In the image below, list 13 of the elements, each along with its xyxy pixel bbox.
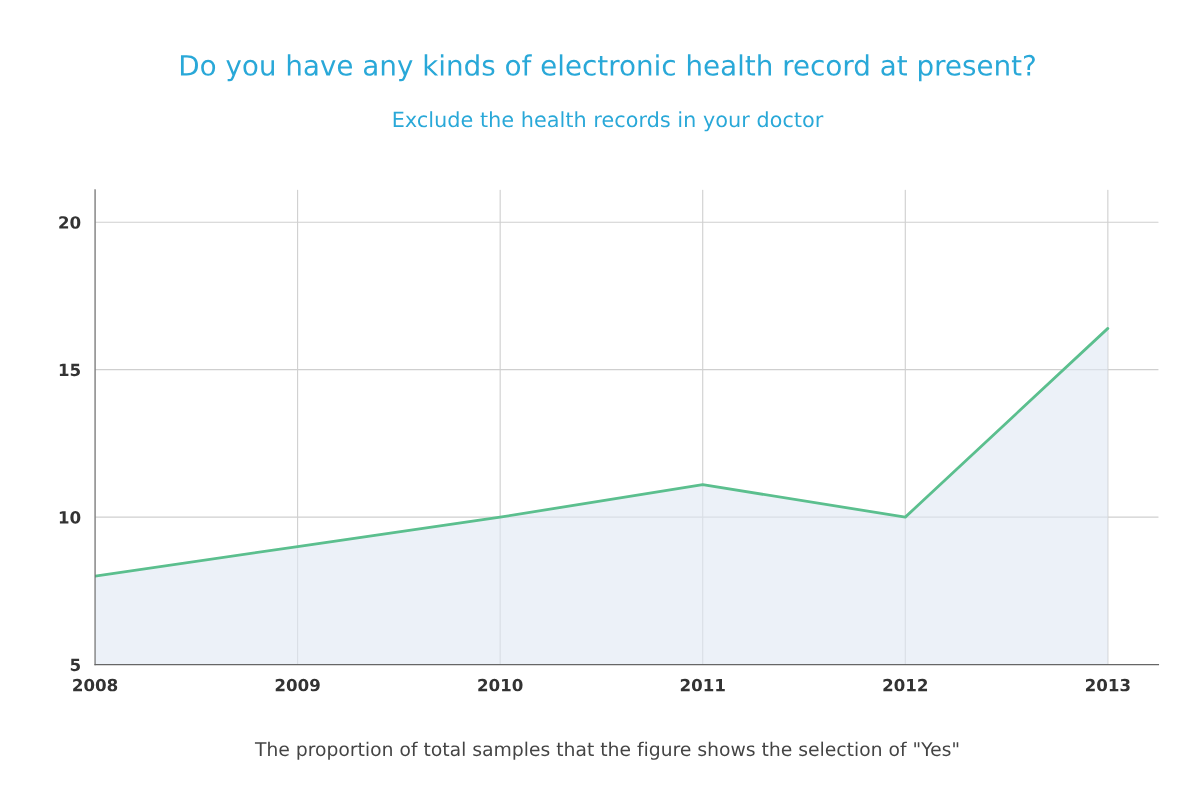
x-tick-label: 2013	[1085, 678, 1130, 692]
x-tick-label: 2011	[680, 678, 725, 692]
chart-subtitle: Exclude the health records in your doctor	[393, 111, 824, 132]
x-tick-label: 2008	[73, 678, 118, 692]
chart-title: Do you have any kinds of electronic health record at present?	[180, 54, 1035, 82]
y-tick-label: 15	[59, 363, 80, 377]
x-tick-label: 2009	[275, 678, 320, 692]
x-tick-label: 2012	[883, 678, 928, 692]
text: The proportion of total samples that the figure shows the selection of "Yes"	[254, 741, 959, 760]
y-tick-label: 20	[59, 216, 81, 229]
x-tick-label: 2010	[478, 678, 523, 692]
y-tick-label: 5	[70, 658, 80, 672]
y-tick-label: 10	[59, 511, 81, 524]
